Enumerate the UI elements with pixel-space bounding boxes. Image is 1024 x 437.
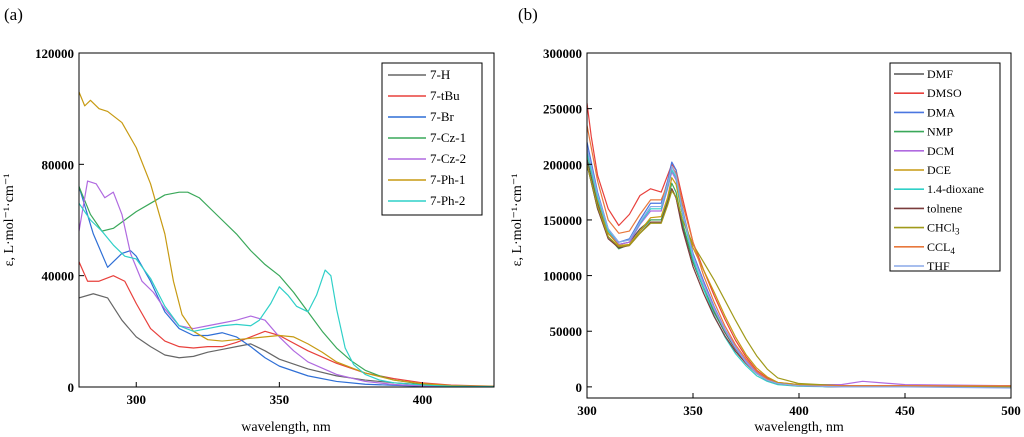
- panel-b-series-line-8: [587, 164, 1011, 388]
- panel-b-legend-label: tolnene: [927, 201, 962, 215]
- panel-b-y-tick-label: 150000: [543, 213, 582, 228]
- panel-a-legend-label: 7-tBu: [430, 88, 460, 103]
- panel-b-y-axis-label: ε, L·mol⁻¹·cm⁻¹: [510, 174, 525, 267]
- panel-b-label: (b): [518, 5, 538, 24]
- panel-b-legend-label: DMA: [927, 105, 955, 119]
- panel-a-y-axis-label: ε, L·mol⁻¹·cm⁻¹: [2, 174, 17, 267]
- panel-a-legend-label: 7-Cz-1: [430, 130, 466, 145]
- panel-a-legend: 7-H 7-tBu 7-Br 7-Cz-1 7-Cz-2 7-Ph-1 7-Ph-2: [381, 62, 483, 216]
- panel-b-x-tick-label: 300: [577, 403, 597, 418]
- panel-b-y-tick-label: 0: [576, 380, 583, 395]
- panel-b-x-tick-label: 350: [683, 403, 703, 418]
- panel-a-x-tick-label: 400: [413, 392, 433, 407]
- panel-b-legend-label: NMP: [927, 125, 953, 139]
- panel-a-x-axis-label: wavelength, nm: [241, 420, 331, 435]
- panel-b-legend-label: CCL4: [927, 240, 955, 256]
- panel-a-y-tick-label: 80000: [42, 157, 75, 172]
- panel-b-y-tick-label: 250000: [543, 102, 582, 117]
- panel-a-x-tick-label: 300: [126, 392, 146, 407]
- panel-b-y-tick-label: 100000: [543, 269, 582, 284]
- panel-b-legend-label: 1.4-dioxane: [927, 182, 984, 196]
- panel-b-legend: DMF DMSO DMA NMP DCM DCE 1.4-dioxane tolnene CHC…: [889, 62, 1001, 273]
- panel-b-y-tick-label: 300000: [543, 46, 582, 61]
- panel-a-series-line-3: [79, 186, 494, 387]
- panel-b-x-tick-label: 400: [789, 403, 809, 418]
- panel-b-y-tick-label: 50000: [550, 324, 583, 339]
- panel-a-series-line-0: [79, 293, 494, 387]
- panel-a-legend-label: 7-Ph-1: [430, 172, 465, 187]
- panel-b-chart: (b) 300 350 400 450 500 0 50000 100000 150000 200…: [510, 5, 1021, 435]
- panel-a-series-line-2: [79, 186, 494, 387]
- panel-b-legend-label: DMSO: [927, 86, 962, 100]
- panel-b-legend-label: DCM: [927, 144, 955, 158]
- panel-b-legend-box: [889, 62, 1001, 272]
- panel-a-label: (a): [4, 5, 23, 24]
- panel-a-x-tick-label: 350: [270, 392, 290, 407]
- panel-b-legend-label: THF: [927, 259, 950, 273]
- panel-b-x-tick-label: 500: [1001, 403, 1021, 418]
- panel-a-y-tick-label: 120000: [35, 46, 74, 61]
- panel-b-legend-label: CHCl3: [927, 221, 960, 237]
- panel-a-legend-label: 7-Cz-2: [430, 151, 466, 166]
- panel-b-series-line-10: [587, 147, 1011, 389]
- panel-a-legend-box: [381, 62, 483, 216]
- panel-b-x-tick-label: 450: [895, 403, 915, 418]
- panel-a-frame: [78, 52, 495, 388]
- panel-b-legend-label: DCE: [927, 163, 951, 177]
- panel-a-y-tick-label: 0: [68, 380, 75, 395]
- panel-a-series-line-5: [79, 91, 494, 387]
- panel-a-legend-label: 7-Br: [430, 109, 455, 124]
- panel-a-legend-label: 7-H: [430, 67, 450, 82]
- panel-a-y-tick-label: 40000: [42, 269, 75, 284]
- panel-b-y-tick-label: 200000: [543, 157, 582, 172]
- panel-b-series-line-5: [587, 153, 1011, 388]
- panel-b-x-axis-label: wavelength, nm: [754, 420, 844, 435]
- panel-a-series-line-4: [79, 180, 494, 387]
- panel-b-legend-label: DMF: [927, 67, 953, 81]
- panel-a-legend-label: 7-Ph-2: [430, 193, 465, 208]
- panel-a-chart: (a) 300 350 400 0 40000 80000 120000 wavelengt…: [2, 5, 495, 435]
- panel-a-series-line-6: [79, 202, 494, 387]
